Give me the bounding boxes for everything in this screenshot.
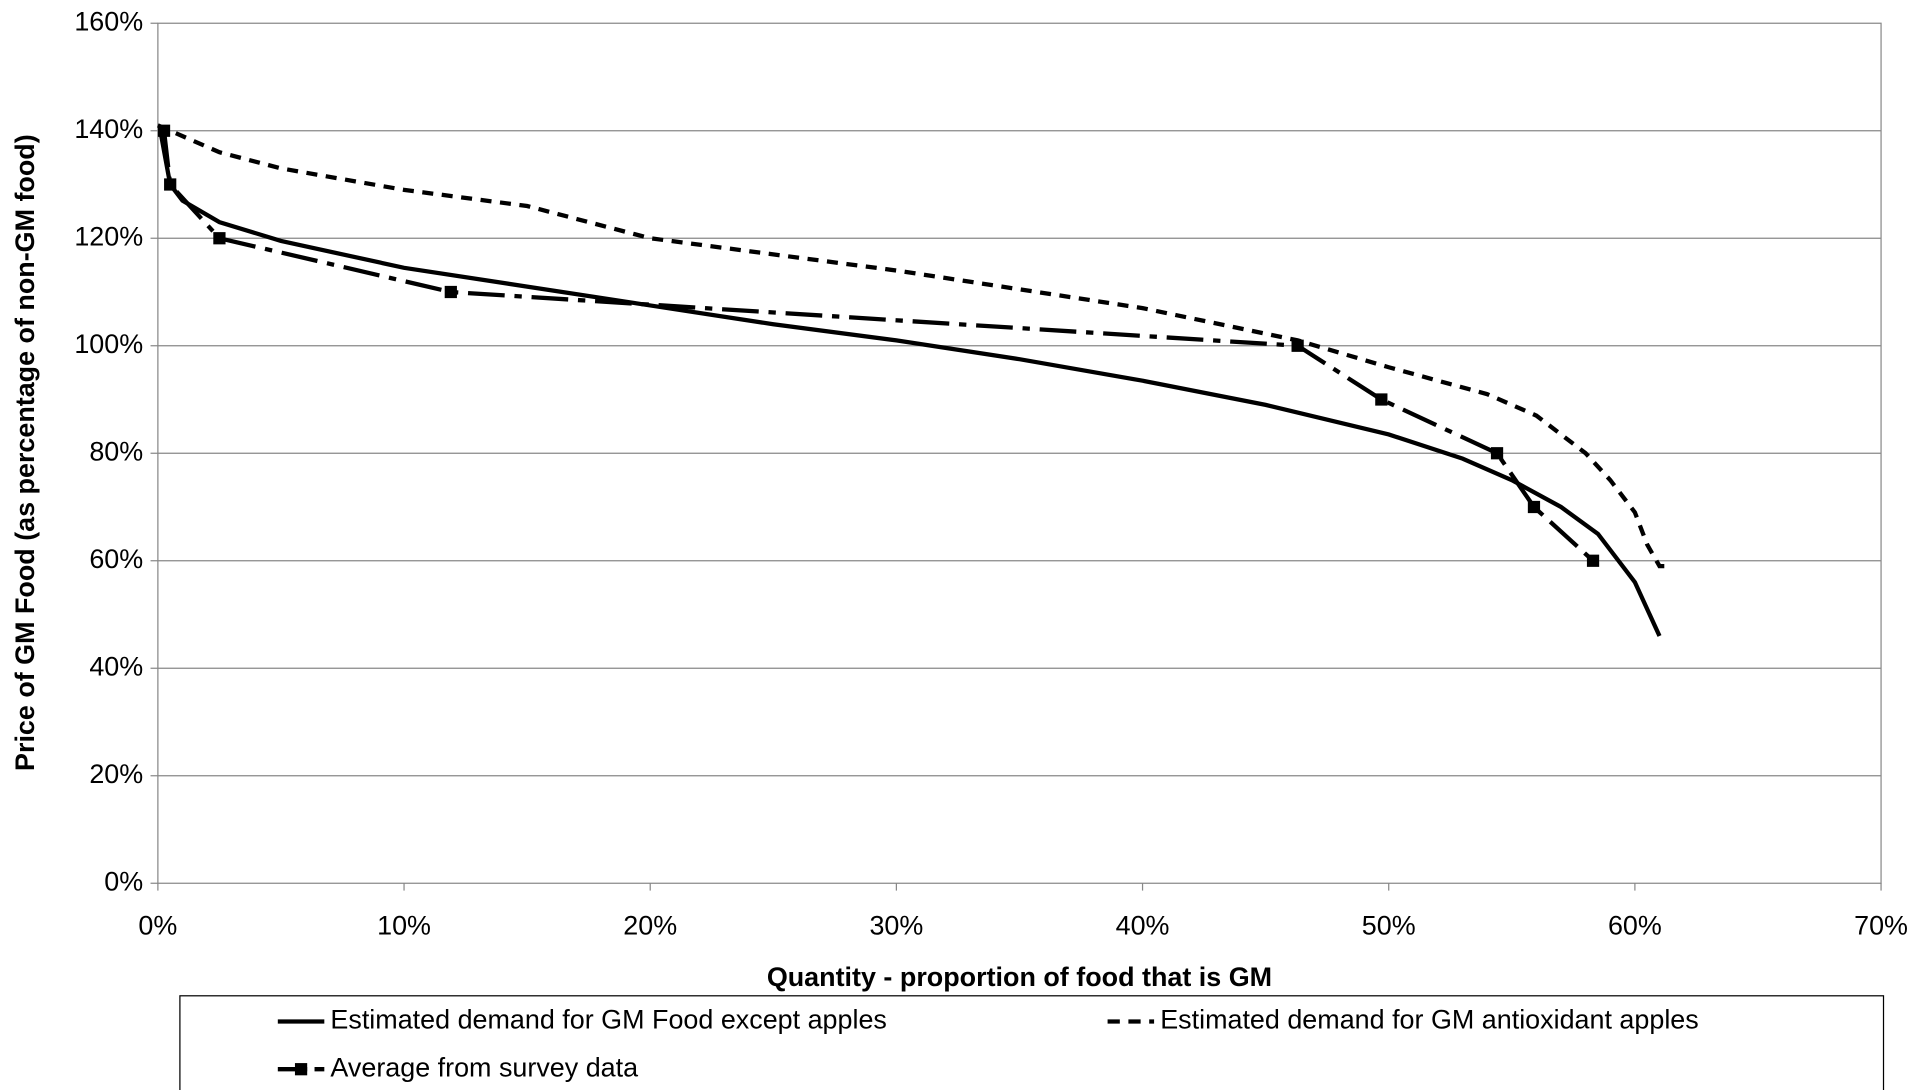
data-point [157,124,171,137]
x-axis-title: Quantity - proportion of food that is GM [767,962,1272,992]
data-point [1291,339,1304,352]
y-tick-label: 20% [89,759,143,789]
x-tick-label: 10% [377,910,431,940]
y-tick-label: 80% [89,436,143,466]
legend-label: Estimated demand for GM Food except appl… [330,1005,886,1035]
x-tick-label: 60% [1608,910,1662,940]
y-tick-label: 140% [74,114,143,144]
data-point [164,178,177,191]
x-tick-label: 70% [1854,910,1908,940]
data-point [1375,393,1388,406]
legend [179,995,1885,1090]
y-tick-label: 0% [104,866,143,896]
legend-marker [294,1063,308,1076]
x-tick-label: 30% [869,910,923,940]
data-point [1490,447,1504,460]
x-tick-label: 50% [1362,910,1416,940]
legend-label: Average from survey data [330,1052,638,1082]
legend-label: Estimated demand for GM antioxidant appl… [1160,1005,1699,1035]
y-tick-label: 160% [74,6,143,36]
data-point [1527,500,1541,514]
y-tick-label: 40% [89,651,143,681]
y-axis-title: Price of GM Food (as percentage of non-G… [10,134,40,771]
x-tick-label: 20% [623,910,677,940]
y-tick-label: 60% [89,544,143,574]
x-tick-label: 0% [138,910,177,940]
data-point [1586,554,1600,567]
data-point [444,285,457,299]
x-tick-label: 40% [1116,910,1170,940]
y-tick-label: 100% [74,329,143,359]
series-line [158,130,1662,637]
y-tick-label: 120% [74,221,143,251]
data-point [213,232,226,245]
